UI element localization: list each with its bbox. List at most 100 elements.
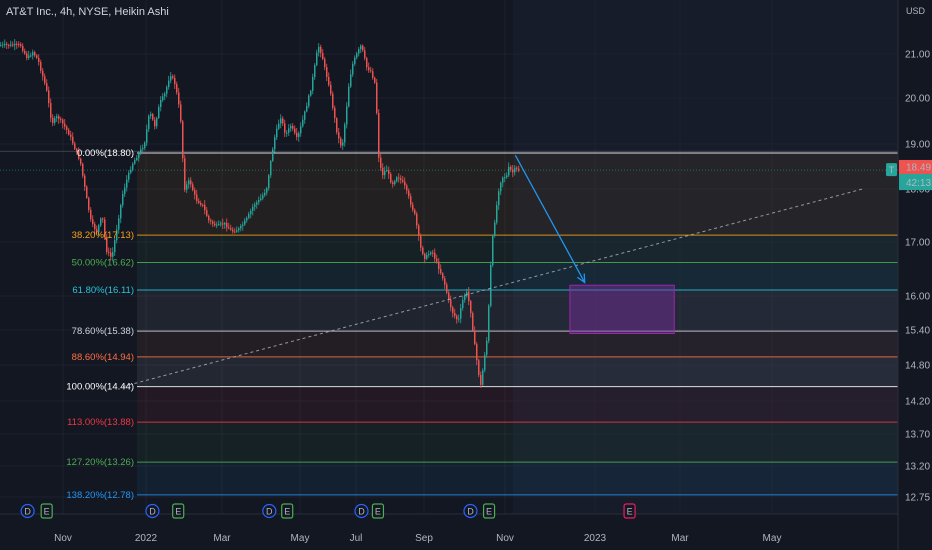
candle [88,197,90,211]
candle [376,82,378,114]
candle [236,230,238,232]
candle [74,143,76,149]
candle [302,119,304,127]
candle [6,43,8,45]
candle [110,252,112,257]
candle [518,168,520,171]
candle [414,209,416,214]
fib-zone [137,235,898,263]
candle [390,174,392,183]
candle [316,52,318,66]
candle [266,188,268,193]
time-tick-label: 2022 [135,533,158,544]
fib-zone [137,262,898,291]
candle [48,90,50,104]
candle [488,305,490,341]
candle [234,231,236,233]
candle [62,119,64,124]
candle [472,313,474,331]
fib-zone [137,386,898,423]
fib-level-label: 78.60%(15.38) [72,326,134,337]
candle [224,222,226,225]
candle [402,179,404,182]
candle [462,300,464,308]
candle [468,291,470,302]
drawings[interactable] [0,150,898,388]
trendline[interactable] [122,188,863,388]
fib-level-label: 113.00%(13.88) [67,417,134,428]
candle [120,205,122,219]
candle [358,49,360,54]
candle [372,71,374,78]
event-marker-label: E [284,507,290,517]
candle [186,184,188,190]
event-marker-label: E [375,507,381,517]
candle [328,77,330,85]
candle [202,204,204,206]
time-axis[interactable]: Nov 2022 Mar May Jul Sep Nov 2023 Mar May [54,533,781,544]
projection-arrow[interactable] [514,154,586,283]
candle [260,198,262,200]
candle [292,125,294,129]
candle [508,166,510,176]
candle [460,307,462,319]
candle [268,175,270,189]
candle [20,44,22,47]
candle [506,175,508,178]
candle [484,354,486,371]
target-zone[interactable] [569,284,675,335]
candle [32,52,34,56]
candle [386,170,388,172]
candle [378,113,380,158]
candle [406,185,408,191]
candle [146,129,148,143]
candle [298,133,300,137]
fib-level-label: 0.00%(18.80) [77,148,134,159]
candle [42,70,44,77]
candle [502,177,504,183]
candle [170,76,172,81]
candle [474,330,476,345]
bar-countdown: 42:13 [906,178,931,189]
candle [430,252,432,254]
candle [26,53,28,59]
candle [308,95,310,107]
fib-level-label: 88.60%(14.94) [72,352,134,363]
candle [52,117,54,123]
candle [46,83,48,91]
candle [128,172,130,180]
candle [300,126,302,134]
candle [512,169,514,173]
candle [144,142,146,148]
candle [130,169,132,173]
time-tick-label: Jul [350,533,363,544]
candle [384,171,386,176]
time-tick-label: Mar [671,533,689,544]
candle [148,115,150,130]
time-tick-label: May [291,533,310,544]
event-marker-label: E [627,507,633,517]
candle [66,126,68,130]
price-tick-label: 15.40 [905,326,930,337]
candle [346,106,348,125]
candle [164,93,166,97]
candle [312,76,314,91]
candle [8,44,10,46]
candle [218,223,220,225]
candle [466,291,468,296]
future-shade [513,0,898,514]
candle [368,67,370,71]
candle [50,103,52,118]
candle [86,186,88,198]
candle [304,111,306,120]
candle [220,223,222,225]
candle [16,43,18,45]
candle [80,158,82,164]
candle [352,63,354,75]
fib-level-label: 50.00%(16.62) [72,258,134,269]
candle [364,50,366,59]
candle [60,119,62,121]
candle [254,204,256,207]
